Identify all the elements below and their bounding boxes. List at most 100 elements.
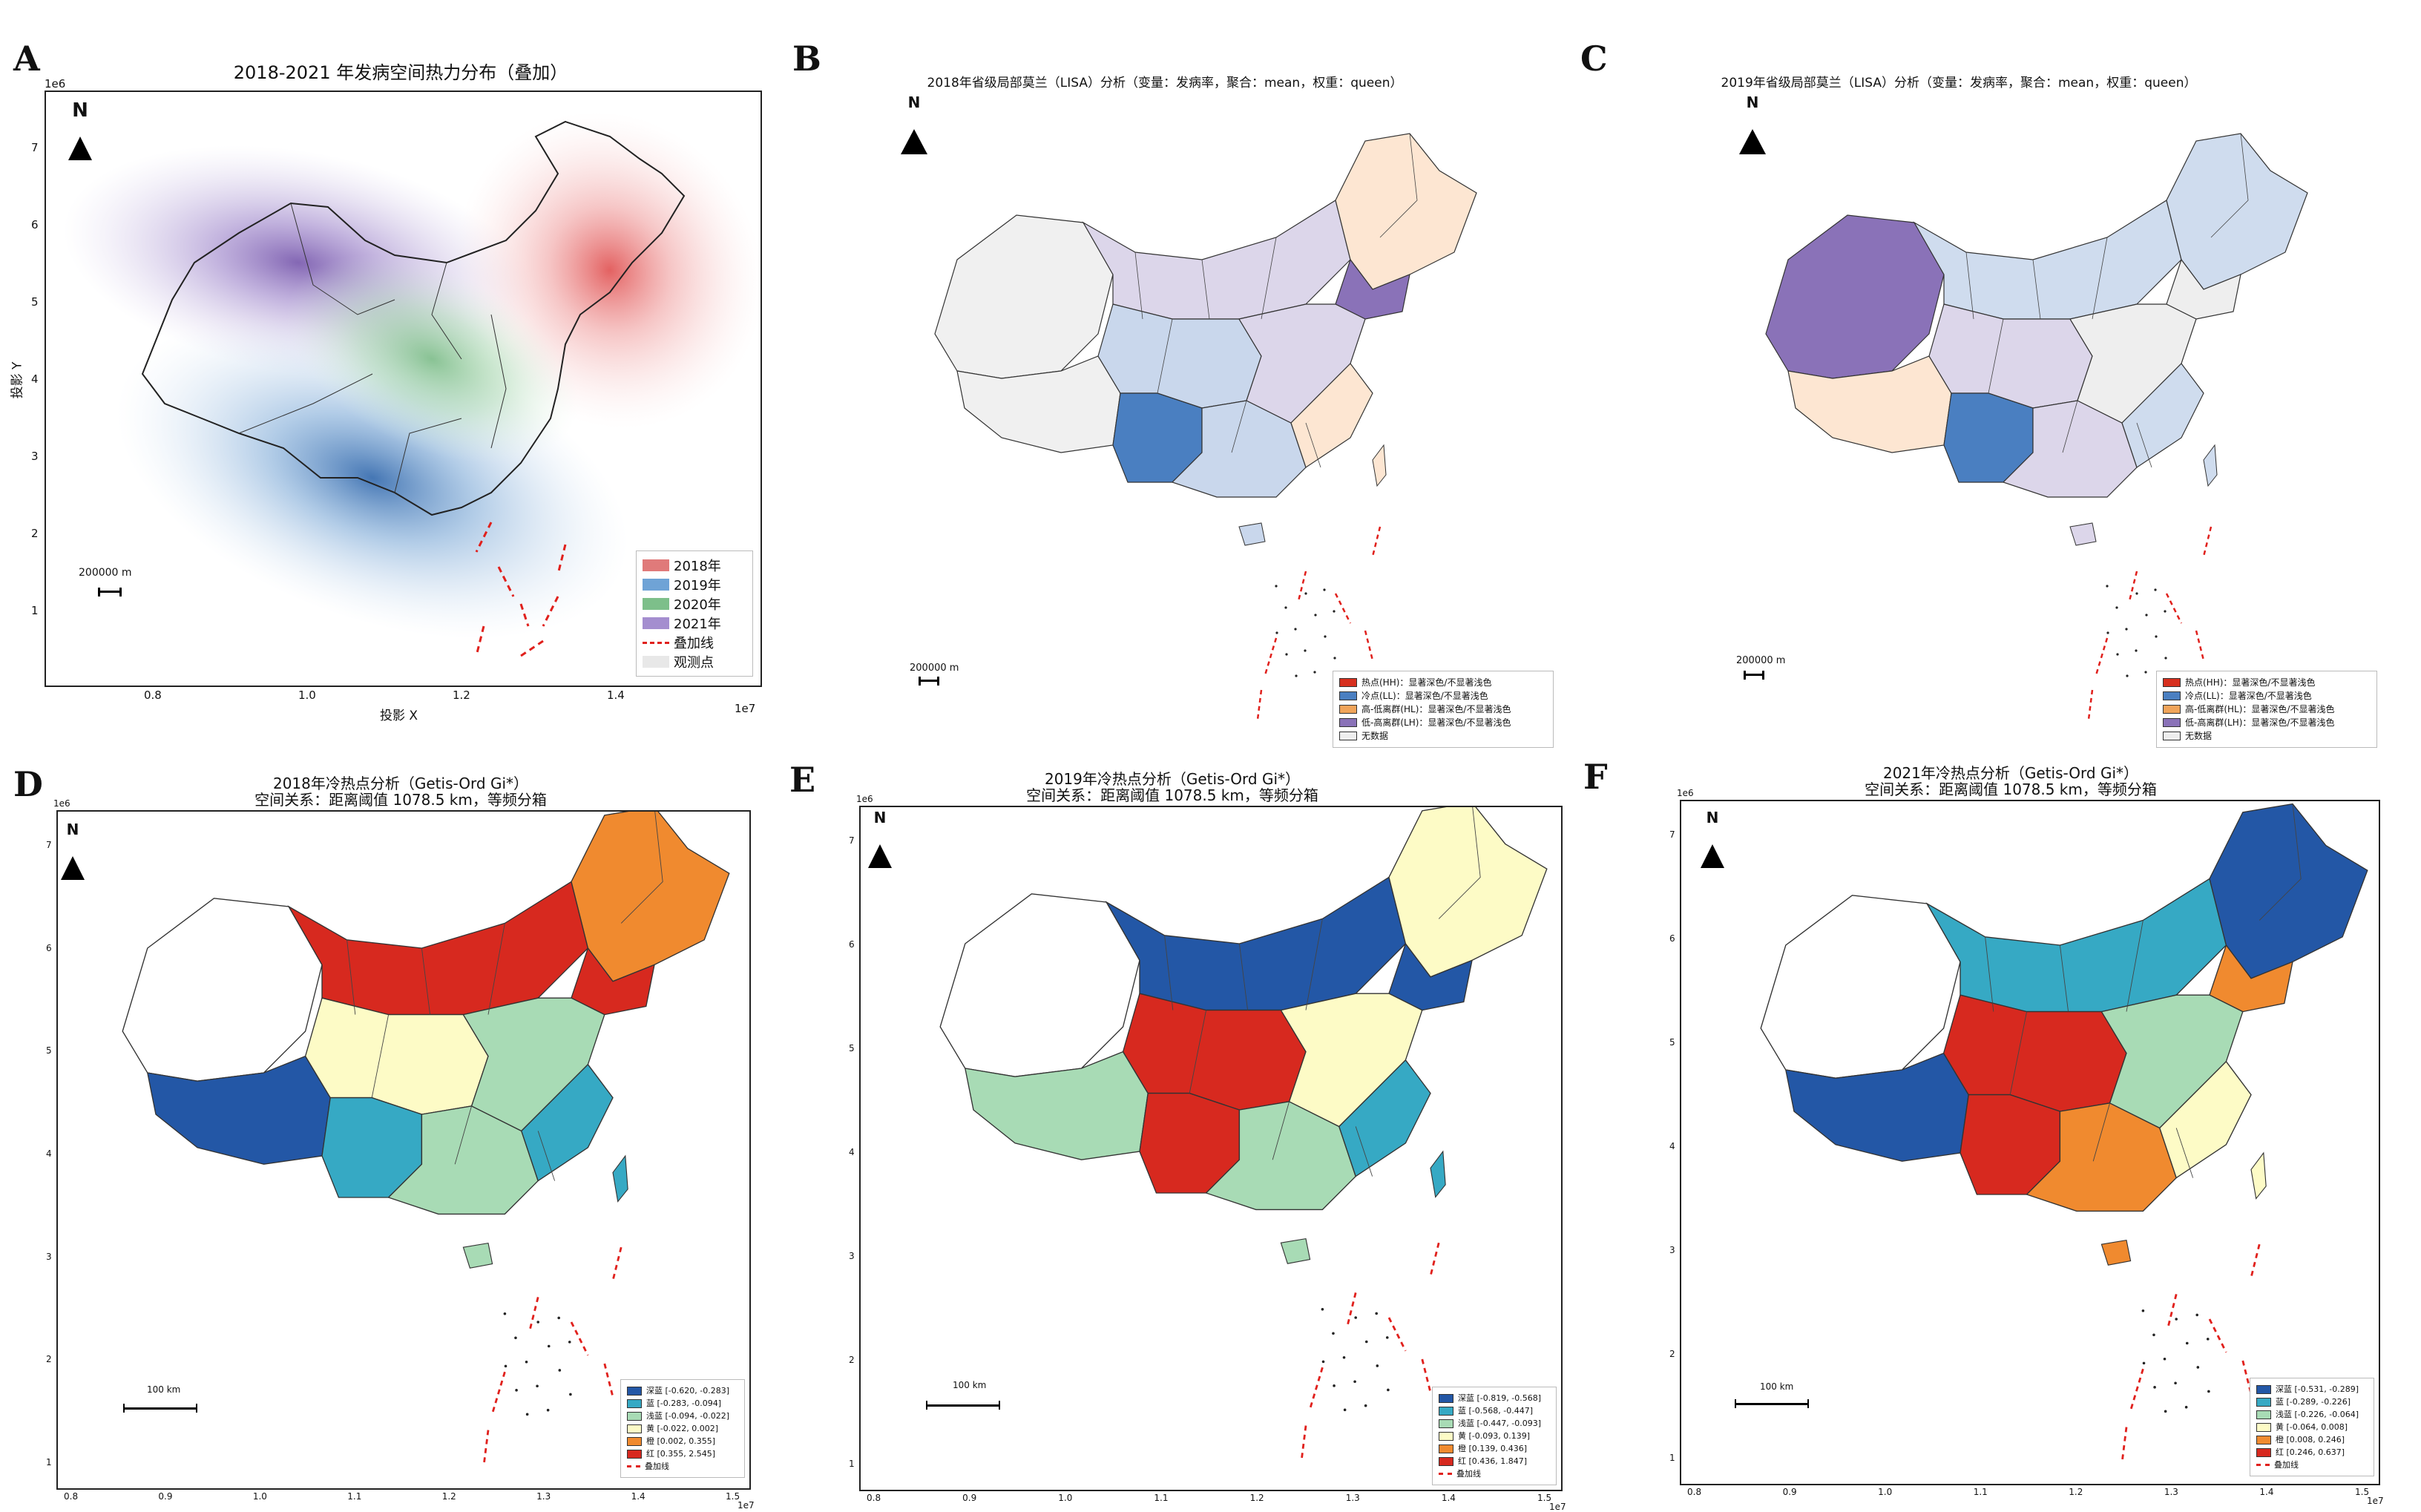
north-arrow: N — [58, 821, 89, 880]
legend-label: 2018年 — [674, 559, 721, 574]
north-triangle-icon — [61, 856, 85, 880]
panel-title: 2019年省级局部莫兰（LISA）分析（变量：发病率，聚合：mean，权重：qu… — [1721, 76, 2197, 91]
legend-label: 黄 [-0.093, 0.139] — [1458, 1431, 1531, 1441]
legend-label: 橙 [0.008, 0.246] — [2276, 1435, 2345, 1444]
lisa-map — [934, 133, 1477, 720]
legend-swatch — [643, 617, 669, 629]
legend-swatch — [627, 1436, 642, 1446]
legend-label: 橙 [0.002, 0.355] — [646, 1436, 716, 1446]
island-dot — [2154, 588, 2157, 591]
legend-item: 浅蓝 [-0.094, -0.022] — [627, 1410, 738, 1422]
legend-item: 浅蓝 [-0.226, -0.064] — [2256, 1408, 2368, 1421]
panel-label: B — [792, 39, 821, 79]
north-arrow: N — [64, 99, 96, 160]
island-dot — [2141, 1309, 2145, 1312]
island-dot — [1354, 1316, 1357, 1319]
legend-swatch — [2163, 732, 2181, 740]
legend-label: 深蓝 [-0.819, -0.568] — [1458, 1393, 1541, 1403]
island-dot — [1314, 614, 1317, 617]
legend-label: 叠加线 — [645, 1462, 669, 1471]
overlay-line — [2087, 526, 2213, 720]
panel-d: D 2018年冷热点分析（Getis-Ord Gi*） 空间关系：距离阈值 10… — [0, 742, 779, 1511]
legend-item: 热点(HH)：显著深色/不显著浅色 — [1339, 676, 1547, 689]
y-exponent: 1e6 — [53, 798, 70, 809]
legend-swatch — [1439, 1406, 1453, 1416]
map-group — [939, 807, 1548, 1459]
island-dot — [1364, 1340, 1368, 1344]
legend-label: 冷点(LL)：显著深色/不显著浅色 — [2185, 691, 2312, 701]
panel-c: C 2019年省级局部莫兰（LISA）分析（变量：发病率，聚合：mean，权重：… — [1573, 0, 2419, 748]
island-dot — [2106, 631, 2109, 634]
region-center — [1122, 993, 1307, 1111]
x-tick: 1.2 — [1249, 1493, 1264, 1503]
legend-swatch — [2256, 1410, 2271, 1419]
region-taiwan — [2250, 1151, 2267, 1200]
legend-swatch — [2256, 1384, 2271, 1394]
legend-label: 热点(HH)：显著深色/不显著浅色 — [2185, 677, 2316, 688]
legend-item: 叠加线 — [643, 633, 746, 652]
y-tick: 7 — [1669, 829, 1675, 840]
island-dot — [568, 1341, 571, 1344]
island-dot — [1275, 585, 1278, 588]
x-tick: 1.0 — [1878, 1487, 1893, 1497]
legend-item: 橙 [0.139, 0.436] — [1439, 1442, 1550, 1455]
scale-label: 200000 m — [910, 663, 959, 674]
north-label: N — [1706, 809, 1719, 826]
region-southeast — [521, 1063, 614, 1182]
y-tick: 4 — [1669, 1141, 1675, 1151]
map-frame: N 200000 m 2018年 2019年 2020年 2021年 叠加线 观… — [45, 91, 762, 687]
island-dot — [1333, 610, 1336, 613]
island-dot — [1294, 628, 1297, 631]
north-triangle-icon — [1701, 844, 1724, 868]
island-dot — [2163, 1357, 2167, 1361]
legend: 2018年 2019年 2020年 2021年 叠加线 观测点 — [636, 550, 753, 677]
y-tick: 3 — [46, 1251, 52, 1262]
north-label: N — [66, 821, 79, 838]
legend-item: 黄 [-0.022, 0.002] — [627, 1422, 738, 1435]
panel-label: A — [13, 39, 40, 79]
y-tick: 2 — [31, 527, 39, 540]
region-center — [304, 997, 489, 1115]
island-dot — [503, 1312, 507, 1315]
legend-swatch — [2163, 691, 2181, 700]
legend-item: 2020年 — [643, 594, 746, 614]
x-tick: 1.2 — [441, 1491, 456, 1502]
island-dot — [2153, 1386, 2156, 1389]
x-tick: 1.0 — [252, 1491, 267, 1502]
region-hainan — [462, 1242, 493, 1269]
province-borders — [1985, 803, 2302, 1178]
x-tick: 1.1 — [1973, 1487, 1988, 1497]
legend-item: 无数据 — [1339, 729, 1547, 743]
y-exponent: 1e6 — [856, 794, 873, 804]
scale-bar — [98, 588, 122, 596]
region-north — [1913, 200, 2182, 320]
legend-swatch — [2163, 678, 2181, 687]
x-tick: 1.0 — [1058, 1493, 1073, 1503]
island-dot — [1321, 1360, 1325, 1364]
island-dot — [546, 1408, 550, 1412]
legend-label: 冷点(LL)：显著深色/不显著浅色 — [1361, 691, 1488, 701]
island-dot — [1304, 592, 1307, 595]
legend-label: 蓝 [-0.568, -0.447] — [1458, 1406, 1533, 1416]
region-west — [939, 893, 1140, 1077]
legend-label: 低-高离群(LH)：显著深色/不显著浅色 — [1361, 717, 1511, 728]
north-triangle-icon — [901, 129, 927, 154]
panel-label: C — [1580, 39, 1608, 79]
x-tick: 1.3 — [1345, 1493, 1360, 1503]
map-frame: N 100 km 深蓝 [-0.531, -0.289] 蓝 [-0.289, -… — [1680, 800, 2380, 1485]
legend-item: 蓝 [-0.568, -0.447] — [1439, 1404, 1550, 1417]
panel-subtitle: 空间关系：距离阈值 1078.5 km，等频分箱 — [1865, 780, 2157, 798]
region-west — [122, 898, 323, 1082]
legend-swatch — [2256, 1397, 2271, 1407]
y-tick: 3 — [849, 1251, 855, 1261]
legend: 热点(HH)：显著深色/不显著浅色 冷点(LL)：显著深色/不显著浅色 高-低离群(… — [2156, 671, 2377, 748]
legend-swatch — [643, 598, 669, 610]
overlay-line — [2121, 1243, 2261, 1461]
legend-item: 浅蓝 [-0.447, -0.093] — [1439, 1417, 1550, 1430]
panel-title: 2019年冷热点分析（Getis-Ord Gi*） — [1044, 770, 1300, 788]
legend-item: 红 [0.355, 2.545] — [627, 1447, 738, 1460]
x-exponent: 1e7 — [1549, 1502, 1566, 1512]
legend-dash — [1439, 1473, 1452, 1475]
y-tick: 6 — [31, 218, 39, 231]
region-hainan — [2069, 522, 2097, 546]
